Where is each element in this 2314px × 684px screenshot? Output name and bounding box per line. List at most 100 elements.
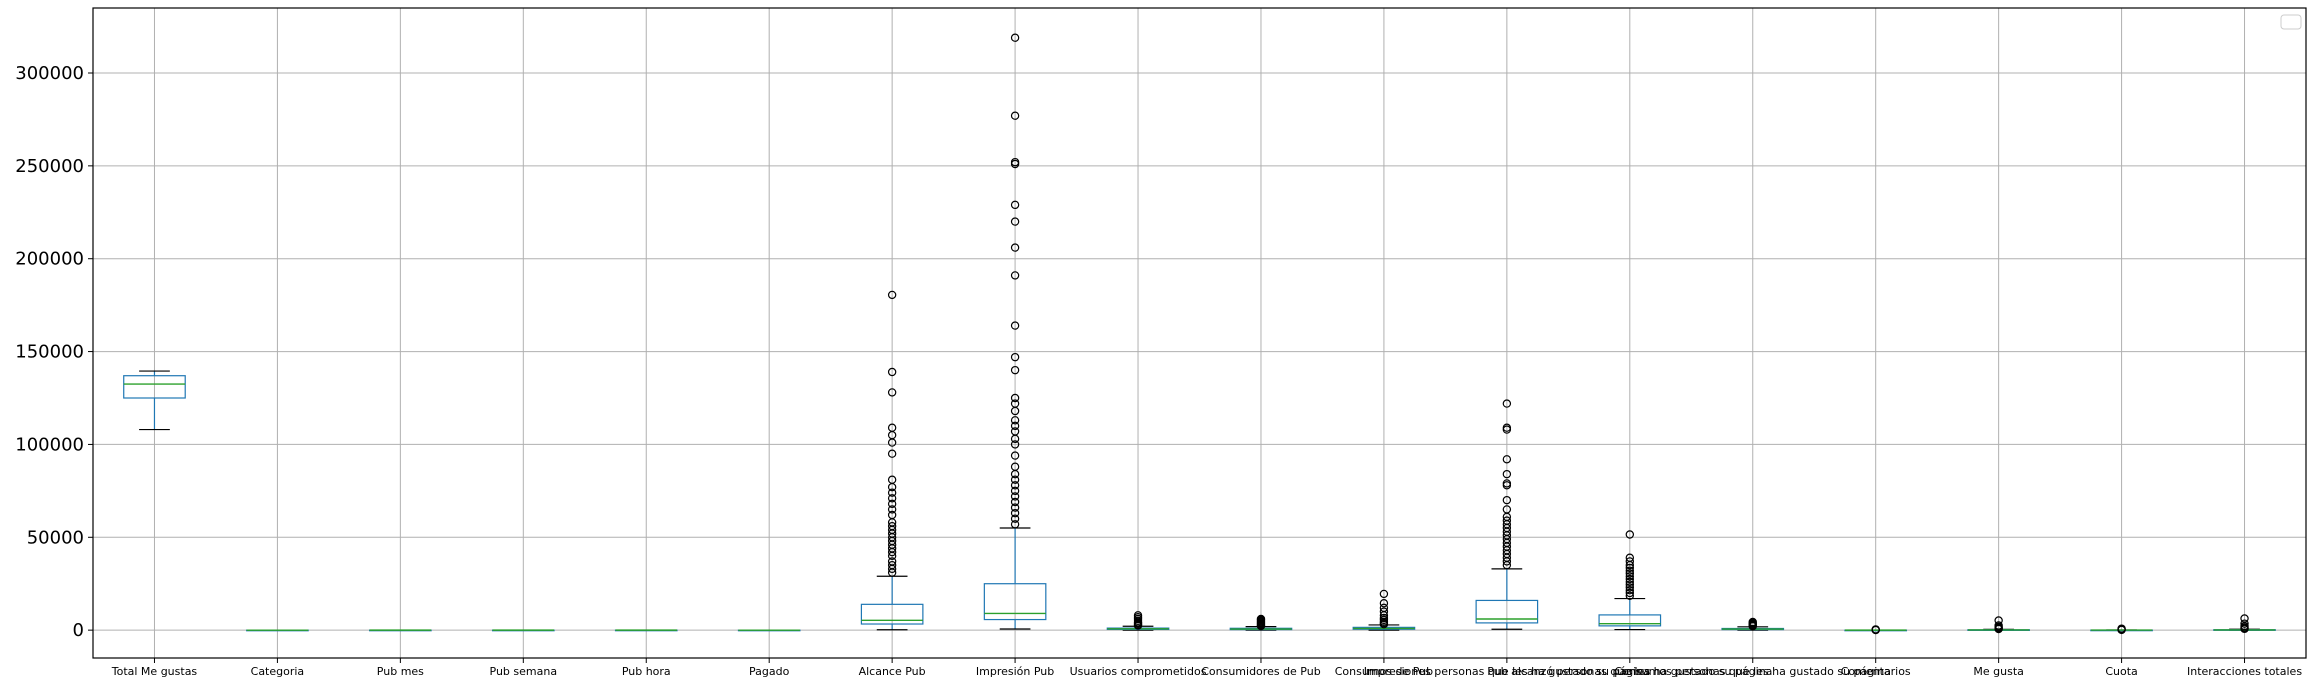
outlier-point: [1010, 492, 1020, 501]
outlier-point: [887, 367, 897, 377]
outlier-point: [887, 449, 897, 458]
outlier-point: [1502, 455, 1512, 464]
box-5: [737, 629, 801, 632]
x-tick-label: Cuota: [2105, 665, 2137, 678]
outlier-point: [1625, 572, 1635, 581]
outlier-point: [887, 423, 897, 432]
outlier-point: [1625, 580, 1635, 589]
outlier-point: [1625, 530, 1635, 539]
box-6: [860, 290, 924, 631]
x-axis-ticks: Total Me gustas Categoria Pub mes Pub seman…: [111, 658, 2302, 678]
outlier-point: [1502, 516, 1512, 525]
outlier-point: [1625, 569, 1635, 578]
box-2: [369, 629, 432, 632]
outlier-point: [1010, 475, 1020, 484]
legend-box: [2280, 14, 2302, 30]
outlier-point: [1625, 563, 1635, 573]
box-4: [614, 629, 678, 632]
outlier-point: [1010, 486, 1020, 496]
x-tick-label: Interacciones totales: [2187, 665, 2302, 678]
x-tick-label: Categoria: [251, 665, 305, 678]
box-1: [246, 629, 309, 632]
x-tick-label: Alcance Pub: [859, 665, 926, 678]
outlier-point: [1010, 393, 1020, 403]
x-tick-label: Pub semana: [490, 665, 558, 678]
y-tick-label: 100000: [15, 434, 84, 455]
x-tick-label: Pagado: [749, 665, 790, 678]
outlier-point: [1502, 479, 1512, 488]
outlier-point: [1625, 557, 1635, 566]
iqr-box: [983, 583, 1047, 621]
outlier-point: [1379, 613, 1389, 623]
x-tick-label: Consumos de Pub: [1335, 665, 1433, 678]
outlier-point: [1010, 33, 1020, 42]
outlier-point: [1379, 607, 1389, 616]
outlier-point: [1010, 421, 1020, 431]
outlier-point: [1010, 481, 1020, 490]
box-0: [123, 370, 186, 431]
outlier-point: [1871, 625, 1880, 634]
outlier-point: [1010, 157, 1020, 167]
outlier-point: [1010, 427, 1020, 436]
outlier-point: [1502, 495, 1512, 505]
x-tick-label: Usuarios comprometidos: [1070, 665, 1207, 678]
outlier-point: [1010, 462, 1020, 471]
outlier-point: [1502, 505, 1512, 514]
outlier-point: [887, 388, 897, 397]
outlier-point: [1625, 553, 1635, 562]
outlier-point: [887, 488, 897, 497]
outlier-point: [1502, 469, 1512, 479]
x-tick-label: Consumidores de Pub: [1201, 665, 1321, 678]
outlier-point: [1379, 599, 1389, 608]
y-tick-label: 300000: [15, 63, 84, 84]
outlier-point: [1010, 520, 1020, 529]
box-17: [2213, 614, 2276, 634]
outlier-point: [1625, 583, 1635, 592]
box-series: [123, 33, 2276, 635]
outlier-point: [1502, 423, 1512, 432]
outlier-point: [887, 521, 897, 531]
outlier-point: [1010, 200, 1020, 210]
outlier-point: [1502, 399, 1512, 408]
outlier-point: [1010, 503, 1020, 512]
outlier-point: [887, 557, 897, 566]
outlier-point: [1010, 217, 1020, 226]
outlier-point: [1010, 508, 1020, 518]
plot-frame: [92, 7, 2307, 659]
iqr-box: [860, 603, 924, 625]
outlier-point: [1010, 399, 1020, 408]
x-tick-label: Pub hora: [622, 665, 671, 678]
box-8: [1106, 611, 1170, 631]
outlier-point: [1010, 365, 1020, 375]
y-tick-label: 150000: [15, 342, 84, 363]
outlier-point: [1625, 588, 1635, 598]
outlier-point: [1133, 611, 1143, 620]
outlier-point: [887, 290, 897, 300]
x-tick-label: Impresiones personas que les ha gustado …: [1364, 665, 1650, 678]
y-tick-label: 0: [73, 620, 84, 641]
outlier-point: [1625, 591, 1635, 600]
x-tick-label: Me gusta: [1973, 665, 2024, 678]
y-tick-label: 250000: [15, 156, 84, 177]
iqr-box: [1598, 614, 1662, 627]
box-7: [983, 33, 1047, 630]
outlier-point: [1010, 451, 1020, 460]
y-tick-label: 200000: [15, 249, 84, 270]
outlier-point: [1379, 589, 1389, 599]
outlier-point: [1010, 352, 1020, 362]
outlier-point: [1010, 514, 1020, 523]
x-tick-label: Pub alcanzó personas que les ha gustado …: [1487, 665, 1772, 678]
outlier-point: [1010, 416, 1020, 425]
y-tick-label: 50000: [27, 527, 84, 548]
box-9: [1229, 614, 1293, 631]
outlier-point: [1010, 271, 1020, 280]
outlier-point: [1379, 603, 1389, 613]
outlier-point: [1625, 566, 1635, 575]
outlier-point: [887, 494, 897, 503]
x-tick-label: Consumos personas que les ha gustado su …: [1614, 665, 1891, 678]
box-15: [1967, 616, 2030, 634]
x-tick-label: Comentarios: [1841, 665, 1911, 678]
outlier-point: [1994, 616, 2003, 625]
outlier-point: [2240, 619, 2249, 628]
box-10: [1352, 589, 1416, 631]
